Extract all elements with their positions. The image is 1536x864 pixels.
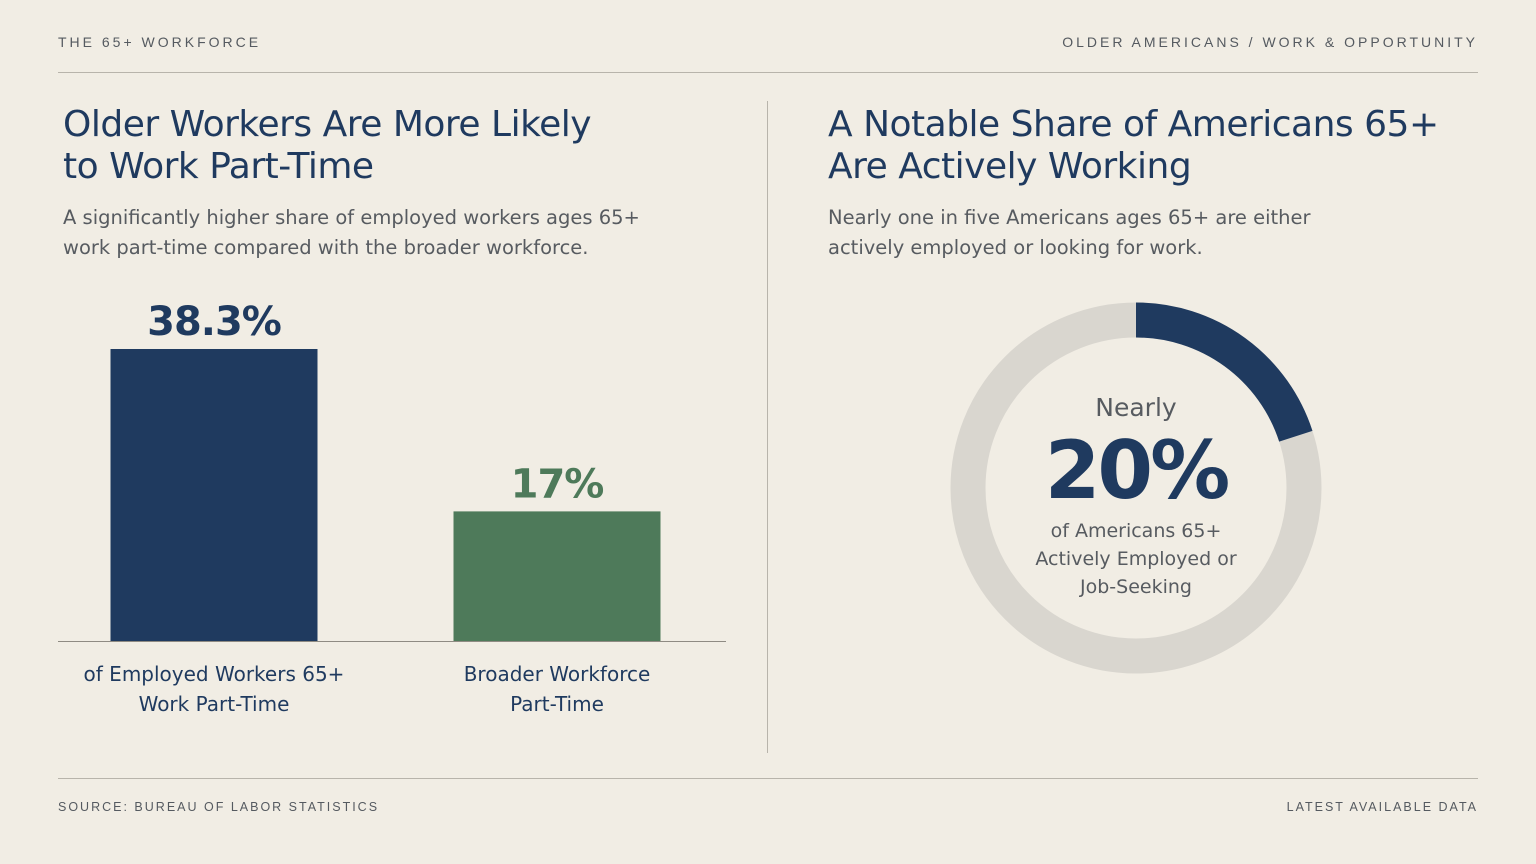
donut-value-label: 20% [1044, 424, 1230, 517]
donut-description-line: Job-Seeking [1080, 576, 1192, 598]
footer-note: LATEST AVAILABLE DATA [1286, 800, 1478, 814]
right-title-line: Are Actively Working [828, 146, 1192, 187]
bar-1 [110, 349, 318, 641]
left-panel-subtitle: A significantly higher share of employed… [63, 203, 703, 263]
bar-category-label: Broader Workforce Part-Time [387, 659, 727, 719]
header-topic-label: OLDER AMERICANS / WORK & OPPORTUNITY [1062, 34, 1478, 50]
bar-value-label: 38.3% [147, 299, 281, 345]
bar-2 [453, 511, 661, 641]
donut-lead-text: Nearly [1095, 393, 1177, 422]
left-title-line: to Work Part-Time [63, 146, 374, 187]
bar-category-line: of Employed Workers 65+ [83, 662, 345, 686]
header-section-label: THE 65+ WORKFORCE [58, 34, 262, 50]
right-panel-subtitle: Nearly one in five Americans ages 65+ ar… [828, 203, 1448, 263]
bar-category-line: Work Part-Time [138, 692, 290, 716]
bar-category-line: Broader Workforce [463, 662, 651, 686]
part-time-bar-chart: 38.3% 17% [58, 299, 726, 642]
right-panel-title: A Notable Share of Americans 65+ Are Act… [828, 104, 1468, 188]
footer-divider [58, 778, 1478, 779]
panel-divider [767, 101, 768, 753]
right-subtitle-line: actively employed or looking for work. [828, 236, 1203, 259]
donut-share-segment [950, 302, 1322, 674]
left-title-line: Older Workers Are More Likely [63, 104, 592, 145]
footer-source: SOURCE: BUREAU OF LABOR STATISTICS [58, 800, 380, 814]
right-subtitle-line: Nearly one in five Americans ages 65+ ar… [828, 206, 1311, 229]
header-divider [58, 72, 1478, 73]
share-working-donut-chart [950, 302, 1322, 674]
left-subtitle-line: A significantly higher share of employed… [63, 206, 640, 229]
donut-description-line: Actively Employed or [1035, 548, 1237, 570]
bar-value-label: 17% [511, 461, 604, 507]
donut-description: of Americans 65+ Actively Employed or Jo… [990, 517, 1282, 601]
right-title-line: A Notable Share of Americans 65+ [828, 104, 1439, 145]
bar-category-label: of Employed Workers 65+ Work Part-Time [44, 659, 384, 719]
donut-description-line: of Americans 65+ [1050, 520, 1222, 542]
left-subtitle-line: work part-time compared with the broader… [63, 236, 589, 259]
left-panel-title: Older Workers Are More Likely to Work Pa… [63, 104, 683, 188]
bar-category-line: Part-Time [510, 692, 604, 716]
